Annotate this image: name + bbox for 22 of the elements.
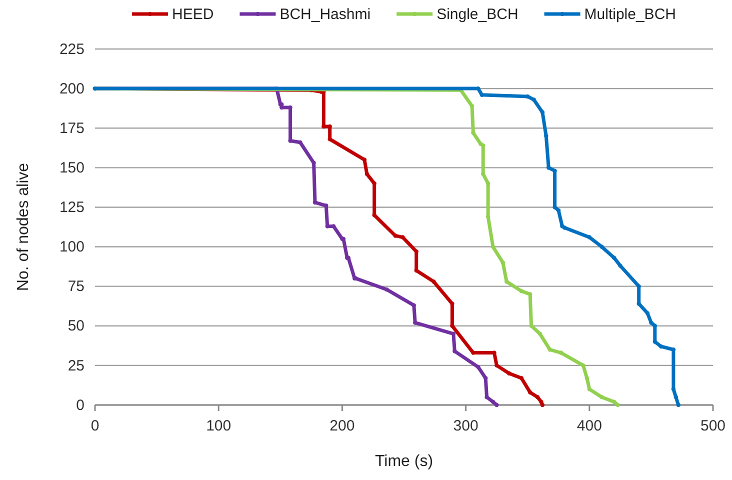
x-axis-title: Time (s): [374, 453, 434, 470]
y-tick-label: 100: [59, 238, 84, 256]
x-tick-label: 400: [576, 418, 602, 434]
x-tick-label: 500: [700, 418, 726, 434]
x-tick-label: 200: [330, 418, 355, 434]
y-tick-label: 200: [59, 80, 84, 98]
y-tick-label: 225: [59, 40, 84, 58]
y-tick-label: 75: [68, 278, 84, 296]
y-tick-label: 25: [68, 357, 84, 374]
x-tick-label: 100: [206, 418, 232, 434]
y-tick-label: 125: [59, 199, 84, 216]
legend-label: Single_BCH: [436, 6, 518, 23]
y-axis-title: No. of nodes alive: [15, 162, 32, 292]
x-tick-label: 300: [453, 418, 478, 434]
legend-label: Multiple_BCH: [584, 6, 676, 23]
legend-label: BCH_Hashmi: [280, 6, 371, 23]
legend-label: HEED: [172, 6, 214, 23]
y-tick-label: 50: [68, 318, 84, 335]
y-tick-label: 150: [59, 159, 84, 176]
y-tick-label: 175: [59, 120, 84, 137]
x-tick-label: 0: [90, 418, 100, 434]
y-tick-label: 0: [76, 396, 84, 414]
